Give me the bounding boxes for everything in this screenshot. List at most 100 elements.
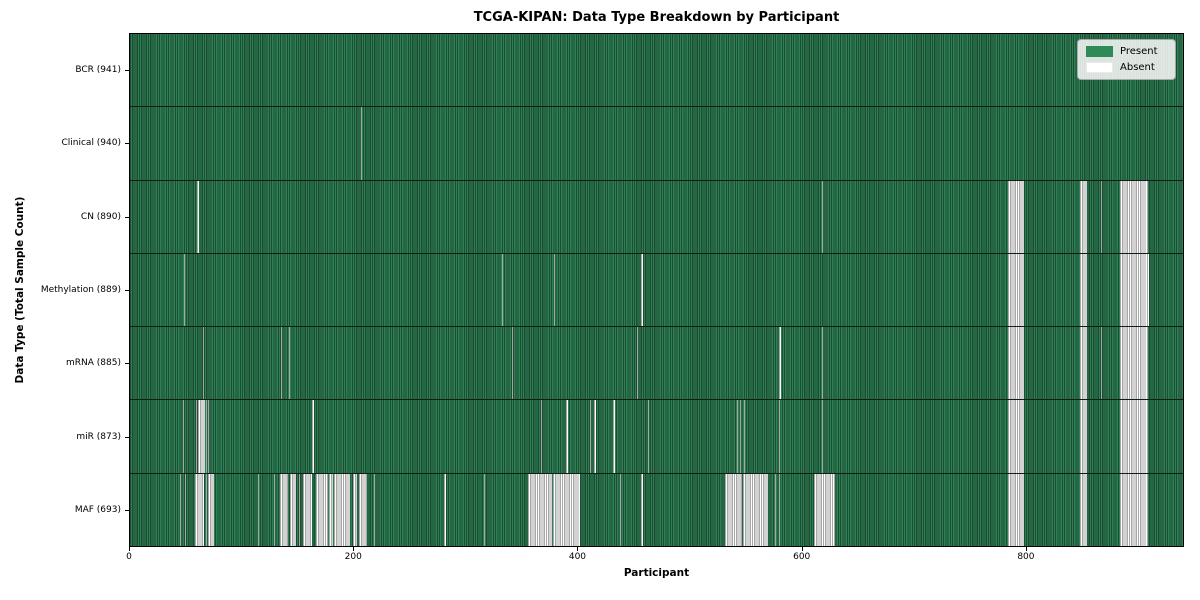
absent-segment (821, 327, 823, 400)
absent-segment (779, 400, 781, 473)
absent-segment (312, 400, 314, 473)
legend-item-absent: Absent (1086, 62, 1167, 73)
absent-segment (1008, 473, 1025, 546)
absent-segment (359, 473, 368, 546)
absent-segment (528, 473, 552, 546)
heatmap-row-miR (130, 399, 1183, 473)
absent-segment (594, 400, 596, 473)
absent-segment (208, 400, 210, 473)
absent-segment (641, 473, 643, 546)
y-tick-label-mRNA: mRNA (885) (66, 358, 121, 369)
absent-segment (743, 473, 768, 546)
y-tick-mark (125, 436, 129, 438)
absent-segment (554, 253, 556, 327)
absent-segment (329, 473, 333, 546)
absent-segment (1101, 180, 1103, 253)
absent-segment (333, 473, 351, 546)
absent-segment (1120, 327, 1149, 400)
absent-segment (257, 473, 259, 546)
absent-segment (648, 400, 650, 473)
absent-segment (1080, 400, 1087, 473)
absent-segment (298, 473, 301, 546)
absent-segment (1120, 473, 1149, 546)
absent-segment (208, 473, 214, 546)
heatmap-row-MAF (130, 472, 1183, 546)
y-tick-mark (125, 363, 129, 365)
absent-segment (196, 400, 198, 473)
absent-segment (1080, 180, 1087, 253)
absent-segment (1008, 253, 1025, 327)
absent-segment (552, 473, 580, 546)
absent-segment (182, 400, 184, 473)
heatmap-row-BCR (130, 34, 1183, 107)
x-tick-label-400: 400 (568, 552, 587, 562)
absent-segment (566, 400, 568, 473)
absent-segment (281, 327, 283, 400)
absent-segment (1080, 253, 1087, 327)
absent-segment (180, 473, 182, 546)
legend-absent-swatch (1086, 62, 1113, 73)
chart-title: TCGA-KIPAN: Data Type Breakdown by Parti… (473, 10, 840, 25)
heatmap-row-Methylation (130, 252, 1183, 327)
absent-segment (1101, 327, 1103, 400)
x-tick-label-800: 800 (1017, 552, 1035, 562)
absent-segment (198, 400, 205, 473)
x-tick-label-0: 0 (126, 552, 132, 562)
absent-segment (641, 253, 643, 327)
absent-segment (1080, 327, 1087, 400)
absent-segment (821, 400, 823, 473)
legend: Present Absent (1077, 39, 1176, 80)
legend-item-present: Present (1086, 46, 1167, 57)
absent-segment (197, 180, 200, 253)
absent-segment (613, 400, 615, 473)
x-tick-mark (801, 547, 803, 551)
absent-segment (373, 473, 376, 546)
absent-segment (288, 327, 290, 400)
absent-segment (303, 473, 313, 546)
absent-segment (279, 473, 288, 546)
absent-segment (315, 473, 329, 546)
heatmap-row-Clinical (130, 106, 1183, 180)
absent-segment (1120, 253, 1150, 327)
absent-segment (540, 400, 542, 473)
absent-segment (483, 473, 485, 546)
absent-segment (290, 473, 296, 546)
y-tick-label-Clinical: Clinical (940) (61, 138, 121, 149)
y-tick-mark (125, 143, 129, 145)
absent-segment (725, 473, 743, 546)
x-tick-mark (577, 547, 579, 551)
absent-segment (736, 400, 738, 473)
absent-segment (636, 327, 639, 400)
absent-segment (360, 107, 362, 180)
absent-segment (779, 327, 782, 400)
absent-segment (779, 473, 781, 546)
absent-segment (184, 473, 186, 546)
absent-segment (589, 400, 592, 473)
absent-segment (1120, 400, 1149, 473)
y-tick-label-MAF: MAF (693) (74, 505, 121, 516)
heatmap-row-mRNA (130, 326, 1183, 400)
absent-segment (206, 400, 208, 473)
absent-segment (620, 473, 622, 546)
y-tick-label-BCR: BCR (941) (75, 64, 121, 75)
absent-segment (813, 473, 835, 546)
absent-segment (352, 473, 358, 546)
y-tick-label-miR: miR (873) (76, 431, 121, 442)
absent-segment (194, 473, 204, 546)
y-tick-mark (125, 290, 129, 291)
absent-segment (821, 180, 823, 253)
y-tick-mark (125, 216, 129, 218)
absent-segment (739, 400, 741, 473)
x-tick-label-200: 200 (344, 552, 362, 562)
absent-segment (511, 327, 513, 400)
heatmap-row-CN (130, 179, 1183, 253)
absent-segment (774, 473, 776, 546)
y-tick-mark (125, 69, 129, 71)
legend-absent-label: Absent (1120, 62, 1155, 73)
y-tick-label-CN: CN (890) (80, 211, 121, 222)
absent-segment (1008, 400, 1025, 473)
x-tick-label-600: 600 (793, 552, 811, 562)
absent-segment (202, 327, 204, 400)
plot-area (129, 33, 1184, 547)
